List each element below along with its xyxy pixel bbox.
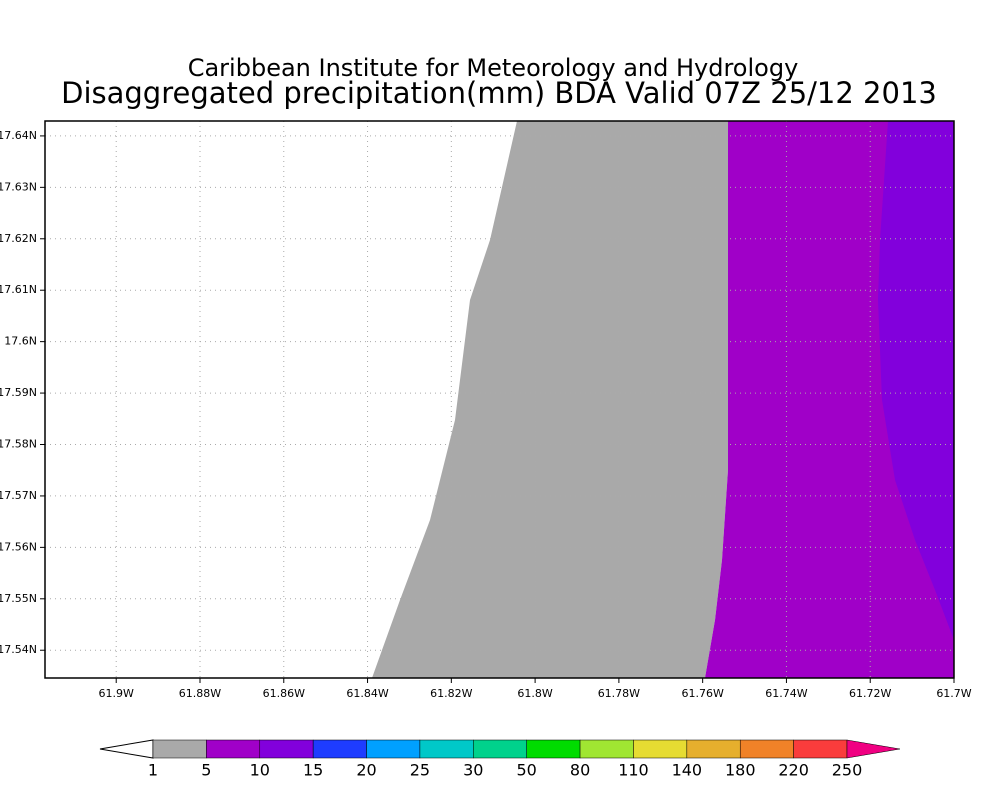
y-tick-label: 17.6N: [4, 335, 37, 348]
y-tick-label: 17.64N: [0, 129, 37, 142]
colorbar-box: [793, 739, 848, 759]
y-tick-label: 17.63N: [0, 180, 37, 193]
colorbar-box: [526, 739, 581, 759]
colorbar-box: [473, 739, 527, 759]
colorbar-label: 25: [410, 761, 430, 780]
y-tick-label: 17.59N: [0, 386, 37, 399]
colorbar-box: [686, 739, 741, 759]
field-region: [372, 121, 728, 678]
colorbar-box: [206, 739, 261, 759]
precip-field: [45, 121, 954, 678]
chart-title: Caribbean Institute for Meteorology and …: [188, 54, 799, 82]
colorbar-label: 20: [356, 761, 376, 780]
colorbar-label: 180: [725, 761, 756, 780]
y-tick-label: 17.61N: [0, 283, 37, 296]
y-tick-label: 17.56N: [0, 540, 37, 553]
x-tick-label: 61.76W: [681, 687, 723, 700]
colorbar-label: 30: [463, 761, 483, 780]
x-tick-label: 61.8W: [517, 687, 552, 700]
chart-subtitle: Disaggregated precipitation(mm) BDA Vali…: [61, 76, 937, 110]
x-tick-label: 61.7W: [936, 687, 971, 700]
colorbar: 1 5 10 15 20 25 30 50 80 110 140 180 220 250: [99, 739, 901, 780]
colorbar-label: 80: [570, 761, 590, 780]
x-tick-label: 61.86W: [263, 687, 305, 700]
x-tick-label: 61.82W: [430, 687, 472, 700]
colorbar-label: 250: [832, 761, 863, 780]
y-tick-label: 17.55N: [0, 592, 37, 605]
colorbar-label: 5: [201, 761, 211, 780]
x-tick-label: 61.78W: [598, 687, 640, 700]
y-tick-label: 17.58N: [0, 438, 37, 451]
colorbar-box: [312, 739, 367, 759]
x-tick-label: 61.88W: [179, 687, 221, 700]
colorbar-label: 110: [618, 761, 649, 780]
x-tick-label: 61.84W: [346, 687, 388, 700]
y-tick-label: 17.57N: [0, 489, 37, 502]
x-tick-label: 61.72W: [849, 687, 891, 700]
colorbar-label: 15: [303, 761, 323, 780]
field-region: [878, 121, 954, 640]
colorbar-under: [99, 739, 154, 759]
colorbar-over: [846, 739, 901, 759]
colorbar-box: [633, 739, 688, 759]
colorbar-label: 1: [148, 761, 158, 780]
colorbar-box: [366, 739, 421, 759]
x-tick-label: 61.74W: [765, 687, 807, 700]
y-tick-label: 17.54N: [0, 643, 37, 656]
colorbar-box: [152, 739, 207, 759]
y-tick-label: 17.62N: [0, 232, 37, 245]
colorbar-box: [579, 739, 634, 759]
colorbar-box: [259, 739, 314, 759]
colorbar-label: 10: [250, 761, 270, 780]
x-tick-label: 61.9W: [99, 687, 134, 700]
plot-frame: [44, 120, 955, 679]
colorbar-box: [419, 739, 474, 759]
colorbar-label: 220: [778, 761, 809, 780]
colorbar-label: 140: [672, 761, 703, 780]
colorbar-box: [739, 739, 794, 759]
colorbar-label: 50: [517, 761, 537, 780]
